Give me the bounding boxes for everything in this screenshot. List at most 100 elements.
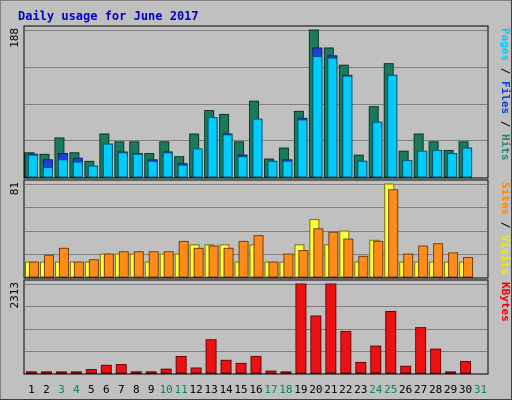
pages-bar <box>342 75 353 178</box>
sites-bar <box>223 247 234 278</box>
sites-bar <box>388 189 399 278</box>
sites-bar <box>373 240 384 278</box>
bottom-max-label: 2313 <box>8 282 21 309</box>
day-label: 16 <box>249 383 262 396</box>
top-legend-part-1: / <box>499 61 512 81</box>
day-label: 23 <box>354 383 367 396</box>
middle-max-label: 81 <box>8 182 21 195</box>
day-label: 13 <box>204 383 217 396</box>
day-label: 18 <box>279 383 292 396</box>
day-label: 6 <box>103 383 110 396</box>
kbytes-bar <box>115 364 127 374</box>
kbytes-bar <box>40 371 52 374</box>
kbytes-bar <box>235 362 247 374</box>
kbytes-bar <box>415 327 427 374</box>
top-legend-part-4: Hits <box>499 134 512 161</box>
pages-bar <box>207 117 218 178</box>
sites-bar <box>58 247 69 278</box>
day-label: 14 <box>219 383 233 396</box>
pages-bar <box>327 57 338 178</box>
day-label: 30 <box>459 383 472 396</box>
sites-bar <box>29 261 39 278</box>
kbytes-bar <box>70 371 82 374</box>
pages-bar <box>87 165 98 178</box>
kbytes-bar <box>250 355 262 374</box>
bottom-bars <box>25 283 472 374</box>
sites-bar <box>463 256 474 278</box>
day-label: 8 <box>133 383 140 396</box>
middle-legend-part-0: Sites <box>499 182 512 215</box>
sites-bar <box>88 259 99 278</box>
middle-panel: 81 Sites / Visits <box>8 179 512 279</box>
sites-bar <box>118 251 129 278</box>
sites-bar <box>43 254 54 278</box>
sites-bar <box>283 253 294 278</box>
day-label: 24 <box>369 383 383 396</box>
sites-bar <box>238 240 249 278</box>
pages-bar <box>42 167 53 178</box>
sites-bar <box>313 228 324 278</box>
pages-bar <box>117 152 128 178</box>
day-label: 3 <box>58 383 65 396</box>
sites-bar <box>208 245 219 278</box>
day-label: 4 <box>73 383 80 396</box>
bottom-legend-part-0: KBytes <box>499 282 512 322</box>
pages-bar <box>372 121 383 178</box>
sites-bar <box>148 251 159 278</box>
kbytes-bar <box>370 345 382 374</box>
sites-bar <box>253 235 264 278</box>
top-max-label: 188 <box>8 28 21 48</box>
pages-bar <box>357 160 368 178</box>
top-axis-legend: Pages / Files / Hits <box>499 28 512 161</box>
sites-bar <box>433 243 444 278</box>
sites-bar <box>73 261 84 278</box>
kbytes-bar <box>325 283 337 374</box>
middle-bars <box>25 183 474 278</box>
middle-legend-part-1: / <box>499 215 512 235</box>
pages-bar <box>57 159 68 178</box>
day-label: 22 <box>339 383 352 396</box>
sites-bar <box>268 261 279 278</box>
pages-bar <box>192 148 203 178</box>
sites-bar <box>358 255 369 278</box>
kbytes-bar <box>460 360 472 374</box>
day-label: 29 <box>444 383 457 396</box>
sites-bar <box>163 251 174 278</box>
sites-bar <box>403 253 414 278</box>
chart-panels: 188 Pages / Files / Hits 81 Sites / Visits 2… <box>8 25 512 375</box>
day-label: 7 <box>118 383 125 396</box>
kbytes-bar <box>160 368 172 374</box>
x-axis-labels: 1 2 3 4 5 6 7 8 9 10 11 12 13 14 15 16 17 18 19 20 21 22 23 24 2… <box>28 383 487 396</box>
kbytes-bar <box>400 365 412 374</box>
day-label: 26 <box>399 383 412 396</box>
top-legend-part-2: Files <box>499 81 512 114</box>
pages-bar <box>102 143 113 178</box>
kbytes-bar <box>310 315 322 374</box>
day-label: 11 <box>175 383 188 396</box>
pages-bar <box>417 150 428 178</box>
pages-bar <box>312 56 323 178</box>
sites-bar <box>193 247 204 278</box>
pages-bar <box>222 134 233 178</box>
pages-bar <box>387 74 398 178</box>
pages-bar <box>447 153 458 178</box>
kbytes-bar <box>280 371 292 374</box>
day-label: 15 <box>234 383 247 396</box>
kbytes-bar <box>130 371 142 374</box>
chart-title: Daily usage for June 2017 <box>18 9 199 23</box>
top-legend-part-3: / <box>499 114 512 134</box>
middle-axis-legend: Sites / Visits <box>499 182 512 275</box>
day-label: 10 <box>160 383 173 396</box>
pages-bar <box>267 160 278 178</box>
day-label: 27 <box>414 383 427 396</box>
kbytes-bar <box>25 371 37 374</box>
day-label: 28 <box>429 383 442 396</box>
day-label: 31 <box>474 383 487 396</box>
kbytes-bar <box>145 371 157 374</box>
sites-bar <box>178 240 189 278</box>
sites-bar <box>103 253 114 278</box>
pages-bar <box>162 152 173 178</box>
pages-bar <box>252 118 263 178</box>
bottom-panel: 2313 KBytes <box>8 279 512 375</box>
pages-bar <box>432 149 443 178</box>
